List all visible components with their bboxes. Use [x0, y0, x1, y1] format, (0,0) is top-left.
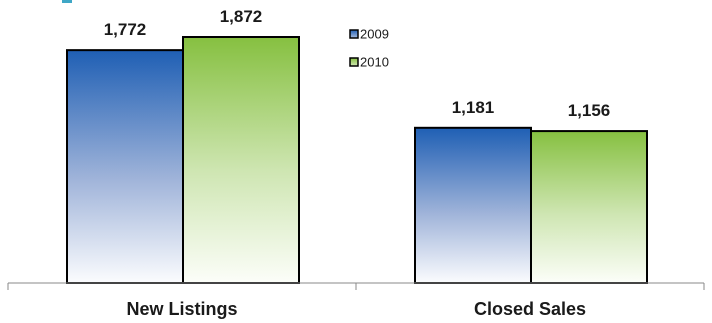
top-edge-fragment — [62, 0, 72, 3]
legend: 2009 2010 — [349, 27, 389, 70]
bar-2010-closed-sales — [530, 130, 648, 284]
value-labels-layer: 1,772 1,872 1,181 1,156 — [104, 7, 611, 120]
x-axis — [7, 282, 705, 290]
category-label: Closed Sales — [474, 299, 586, 319]
data-label: 1,156 — [568, 101, 611, 120]
bars-layer — [66, 36, 648, 285]
data-label: 1,872 — [220, 7, 263, 26]
legend-label: 2009 — [360, 27, 389, 42]
bar-2010-new-listings — [182, 36, 300, 284]
category-labels: New Listings Closed Sales — [126, 299, 586, 319]
legend-label: 2010 — [360, 55, 389, 70]
bar-2009-new-listings — [66, 49, 184, 285]
legend-item: 2009 — [349, 27, 389, 42]
data-label: 1,181 — [452, 98, 495, 117]
legend-item: 2010 — [349, 55, 389, 70]
category-label: New Listings — [126, 299, 237, 319]
bar-2009-closed-sales — [414, 126, 532, 284]
legend-swatch-2009 — [349, 29, 359, 39]
legend-swatch-2010 — [349, 57, 359, 67]
data-label: 1,772 — [104, 20, 147, 39]
